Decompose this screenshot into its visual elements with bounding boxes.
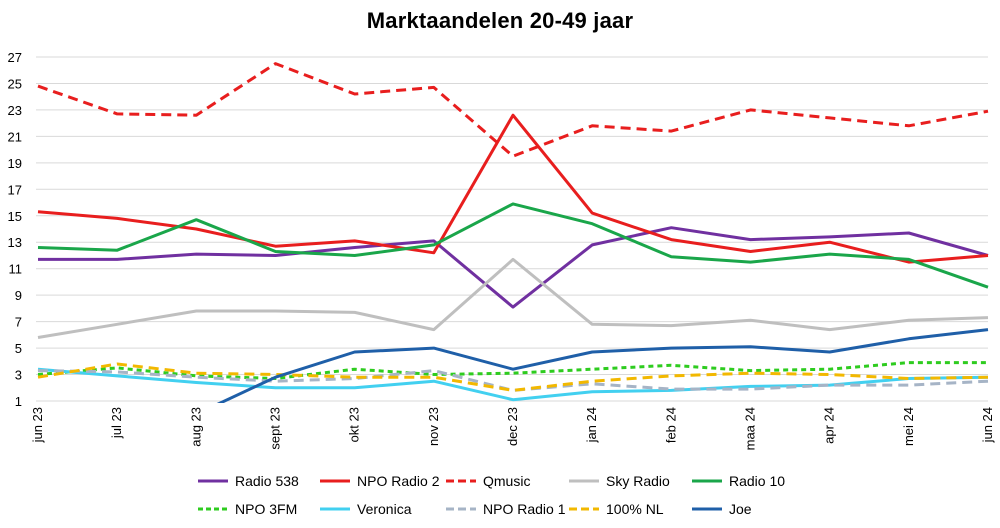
legend-label: NPO Radio 1 <box>483 501 566 517</box>
y-tick-label: 27 <box>8 50 22 65</box>
legend-label: Radio 538 <box>235 473 299 489</box>
legend-item: Radio 10 <box>692 473 785 489</box>
x-tick-label: apr 24 <box>822 407 837 444</box>
x-tick-label: feb 24 <box>663 407 678 443</box>
legend-label: Veronica <box>357 501 412 517</box>
legend-label: 100% NL <box>606 501 664 517</box>
legend-label: Sky Radio <box>606 473 670 489</box>
legend-item: Radio 538 <box>198 473 299 489</box>
y-tick-label: 15 <box>8 209 22 224</box>
x-tick-label: okt 23 <box>347 407 362 442</box>
chart-title: Marktaandelen 20-49 jaar <box>366 8 634 33</box>
y-tick-label: 11 <box>9 262 23 277</box>
y-tick-label: 23 <box>8 103 22 118</box>
x-tick-label: jul 23 <box>109 407 124 439</box>
x-tick-label: sept 23 <box>268 407 283 450</box>
y-tick-label: 13 <box>8 235 22 250</box>
legend-item: NPO 3FM <box>198 501 297 517</box>
y-tick-label: 3 <box>15 368 22 383</box>
series-line-1 <box>38 226 989 309</box>
series-line-4 <box>37 257 989 339</box>
y-tick-label: 5 <box>15 341 22 356</box>
x-tick-label: jun 24 <box>980 407 995 443</box>
y-tick-label: 21 <box>8 129 22 144</box>
series-line-7 <box>37 367 989 402</box>
x-tick-label: maa 24 <box>743 407 758 450</box>
legend-item: Veronica <box>320 501 412 517</box>
series-line-5 <box>37 202 989 289</box>
x-tick-label: dec 23 <box>505 407 520 446</box>
y-tick-label: 7 <box>15 315 22 330</box>
legend-item: 100% NL <box>569 501 664 517</box>
y-tick-label: 25 <box>8 76 22 91</box>
series-line-3 <box>37 62 989 158</box>
x-tick-label: jun 23 <box>30 407 45 443</box>
x-tick-label: aug 23 <box>188 407 203 447</box>
y-tick-label: 1 <box>15 394 22 409</box>
x-tick-label: jan 24 <box>584 407 599 443</box>
legend-item: Sky Radio <box>569 473 670 489</box>
legend-item: NPO Radio 2 <box>320 473 440 489</box>
series-line-2 <box>37 113 989 264</box>
legend-label: Joe <box>729 501 752 517</box>
legend-item: Joe <box>692 501 752 517</box>
legend-label: Radio 10 <box>729 473 785 489</box>
legend-label: NPO 3FM <box>235 501 297 517</box>
series-line-10 <box>216 328 989 403</box>
legend-label: NPO Radio 2 <box>357 473 440 489</box>
legend-label: Qmusic <box>483 473 530 489</box>
legend-item: Qmusic <box>446 473 530 489</box>
y-tick-label: 19 <box>8 156 22 171</box>
series-line-6 <box>37 361 988 380</box>
x-tick-label: mei 24 <box>901 407 916 446</box>
x-tick-label: nov 23 <box>426 407 441 446</box>
y-tick-label: 9 <box>15 288 22 303</box>
y-tick-label: 17 <box>8 182 22 197</box>
legend-item: NPO Radio 1 <box>446 501 566 517</box>
